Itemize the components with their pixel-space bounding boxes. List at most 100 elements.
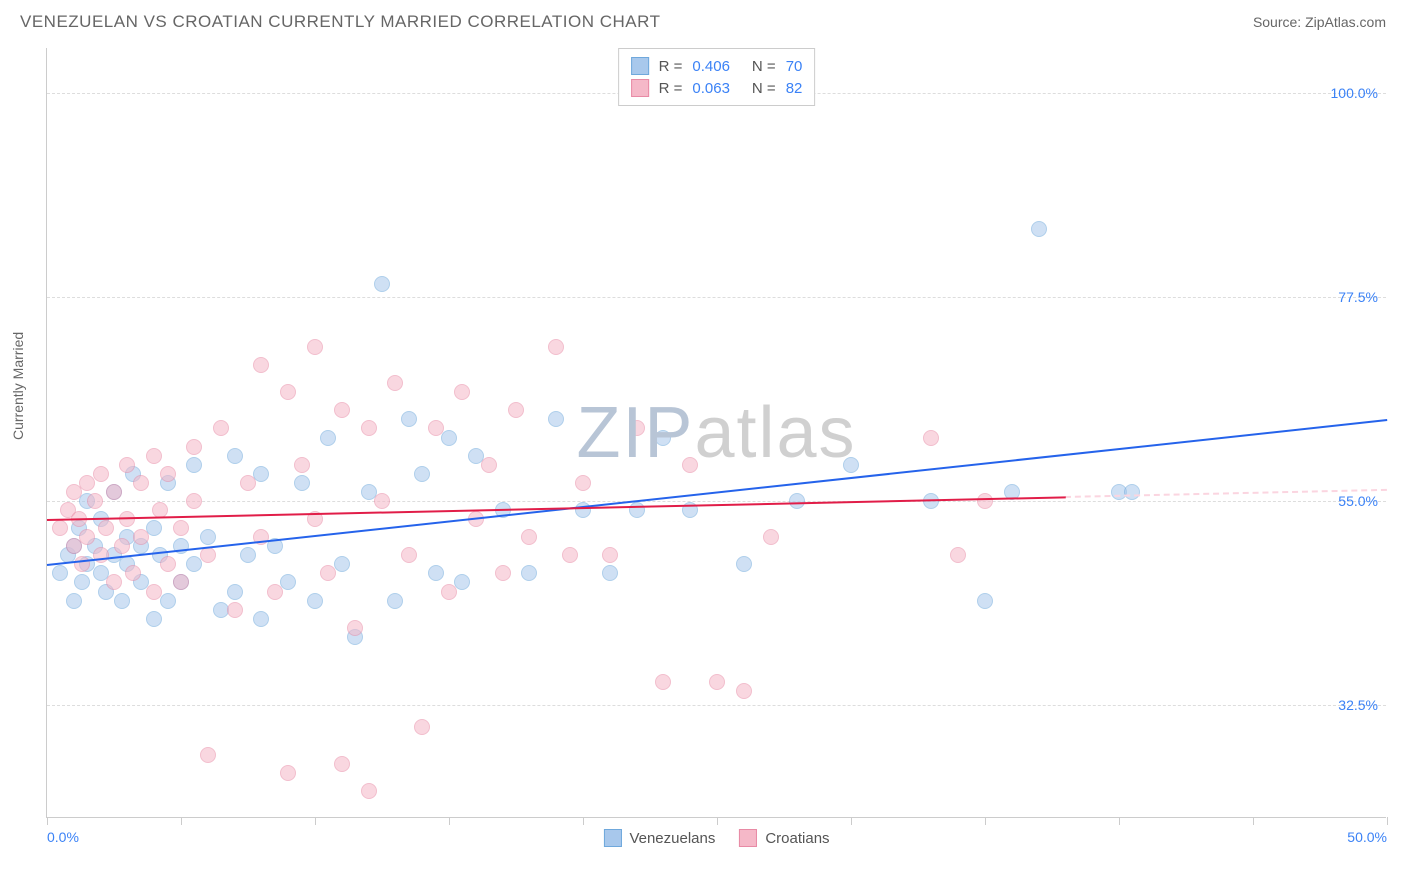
scatter-point [736,556,752,572]
x-tick [985,817,986,825]
y-tick-label: 55.0% [1338,493,1378,509]
scatter-point [200,547,216,563]
scatter-point [401,411,417,427]
gridline [47,705,1386,706]
scatter-point [428,420,444,436]
chart-header: VENEZUELAN VS CROATIAN CURRENTLY MARRIED… [0,0,1406,40]
scatter-point [280,574,296,590]
legend-stats-row: R =0.406N =70 [631,55,803,77]
legend-n-label: N = [752,58,776,75]
scatter-point [374,276,390,292]
scatter-point [977,593,993,609]
scatter-point [114,593,130,609]
scatter-point [736,683,752,699]
legend-n-value: 70 [786,58,803,75]
scatter-point [186,457,202,473]
scatter-point [548,339,564,355]
scatter-point [227,448,243,464]
scatter-point [213,420,229,436]
scatter-point [253,466,269,482]
legend-r-value: 0.063 [692,80,730,97]
gridline [47,297,1386,298]
x-tick [315,817,316,825]
scatter-point [125,565,141,581]
x-tick [583,817,584,825]
scatter-point [655,674,671,690]
scatter-point [562,547,578,563]
scatter-point [240,475,256,491]
scatter-point [186,493,202,509]
legend-stats: R =0.406N =70R =0.063N =82 [618,48,816,106]
scatter-point [52,520,68,536]
x-tick [181,817,182,825]
scatter-point [602,547,618,563]
legend-series-item: Croatians [739,829,829,847]
y-tick-label: 77.5% [1338,289,1378,305]
legend-series: Venezuelans Croatians [603,829,829,847]
x-tick [851,817,852,825]
scatter-point [950,547,966,563]
scatter-point [253,357,269,373]
scatter-point [428,565,444,581]
scatter-point [320,430,336,446]
scatter-point [655,430,671,446]
scatter-point [495,565,511,581]
legend-swatch [603,829,621,847]
scatter-point [441,584,457,600]
legend-series-item: Venezuelans [603,829,715,847]
scatter-point [146,584,162,600]
chart-title: VENEZUELAN VS CROATIAN CURRENTLY MARRIED… [20,12,660,32]
x-tick-label: 0.0% [47,829,79,845]
scatter-point [146,611,162,627]
scatter-point [240,547,256,563]
scatter-point [106,484,122,500]
scatter-point [307,339,323,355]
legend-n-value: 82 [786,80,803,97]
scatter-point [521,529,537,545]
legend-swatch [739,829,757,847]
x-tick [449,817,450,825]
scatter-point [1124,484,1140,500]
scatter-point [923,430,939,446]
scatter-point [575,475,591,491]
scatter-point [93,466,109,482]
scatter-point [173,574,189,590]
scatter-point [602,565,618,581]
legend-stats-row: R =0.063N =82 [631,77,803,99]
scatter-point [374,493,390,509]
scatter-point [454,384,470,400]
scatter-point [682,457,698,473]
x-tick-label: 50.0% [1347,829,1387,845]
scatter-point [253,611,269,627]
scatter-point [119,457,135,473]
scatter-point [280,384,296,400]
scatter-point [227,584,243,600]
scatter-point [334,556,350,572]
scatter-point [79,529,95,545]
scatter-point [347,620,363,636]
scatter-point [334,402,350,418]
scatter-point [521,565,537,581]
gridline [47,501,1386,502]
scatter-point [709,674,725,690]
scatter-point [361,420,377,436]
scatter-point [441,430,457,446]
scatter-point [361,783,377,799]
scatter-point [146,448,162,464]
y-tick-label: 100.0% [1331,85,1378,101]
x-tick [47,817,48,825]
scatter-point [789,493,805,509]
scatter-point [629,420,645,436]
scatter-point [280,765,296,781]
scatter-point [267,584,283,600]
scatter-point [481,457,497,473]
legend-swatch [631,57,649,75]
scatter-point [160,556,176,572]
scatter-point [66,593,82,609]
scatter-point [414,719,430,735]
scatter-point [52,565,68,581]
scatter-point [114,538,130,554]
source-label: Source: ZipAtlas.com [1253,14,1386,30]
scatter-point [74,574,90,590]
scatter-point [186,439,202,455]
